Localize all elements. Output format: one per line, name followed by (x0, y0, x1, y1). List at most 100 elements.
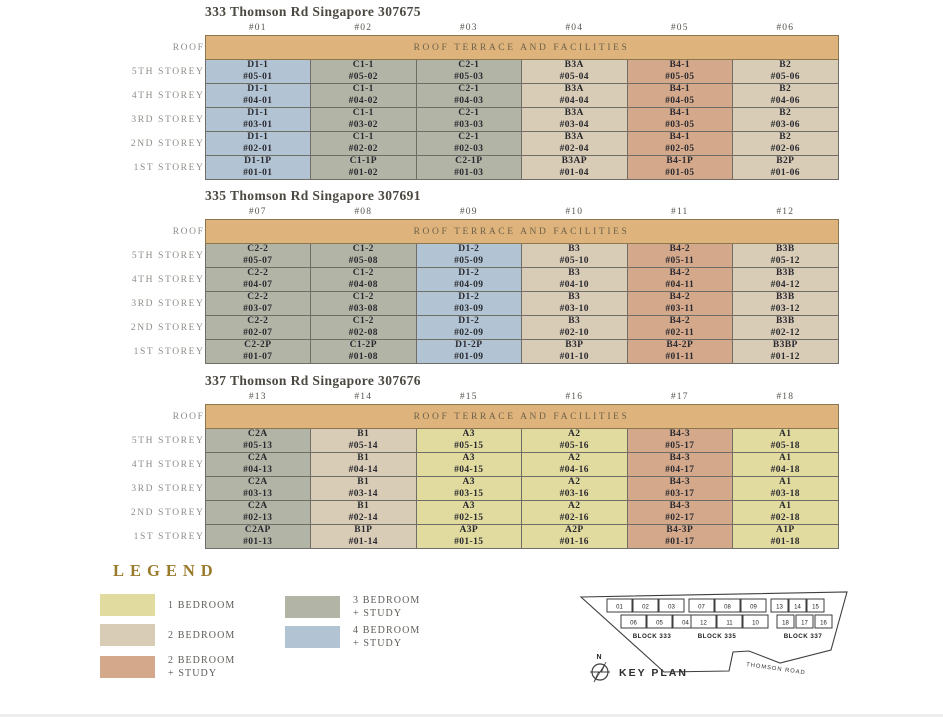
unit-cell: C2-1 #03-03 (415, 107, 522, 132)
unit-type: A2 (568, 453, 581, 464)
key-plan-drawing: 01 02 03 06 05 04 BLOCK 333 07 08 09 12 11 10 BLOCK 3… (579, 591, 848, 683)
unit-number: #05-10 (559, 255, 589, 266)
unit-cell: D1-1 #03-01 (204, 107, 311, 132)
keyplan-unit-box (740, 598, 767, 613)
unit-number: #05-13 (243, 440, 273, 451)
keyplan-unit-number: 15 (812, 605, 819, 611)
storey-row: 2ND STOREY D1-1 #02-01 C1-1 #02-02 C2-1 #02-03… (100, 131, 839, 156)
keyplan-block: 01 02 03 06 05 04 BLOCK 333 (606, 598, 699, 640)
unit-cell: C2-2 #02-07 (204, 315, 311, 340)
unit-number: #05-12 (770, 255, 800, 266)
unit-number: #03-16 (559, 488, 589, 499)
unit-number: #03-11 (665, 303, 695, 314)
unit-type: B1 (357, 429, 370, 440)
unit-type: B3B (775, 268, 795, 279)
stacking-table: #13 #14 #15 #16 #17 #18 ROOF ROOF TERRACE AND F… (100, 390, 839, 549)
storey-row: 2ND STOREY C2-2 #02-07 C1-2 #02-08 D1-2 #02-09… (100, 315, 839, 340)
unit-type: B4-3 (669, 429, 691, 440)
column-header: #06 (776, 23, 795, 33)
column-header: #07 (248, 207, 267, 217)
unit-number: #05-05 (665, 71, 695, 82)
unit-number: #05-01 (243, 71, 273, 82)
keyplan-unit-box (606, 598, 633, 613)
unit-number: #04-15 (454, 464, 484, 475)
roof-row: ROOF ROOF TERRACE AND FACILITIES (100, 35, 839, 60)
unit-number: #02-14 (348, 512, 378, 523)
unit-cell: D1-1 #05-01 (204, 59, 311, 84)
unit-number: #02-08 (348, 327, 378, 338)
unit-cell: A3 #02-15 (415, 500, 522, 525)
legend-swatch (100, 656, 155, 678)
keyplan-unit-number: 08 (724, 605, 731, 611)
unit-type: B3 (568, 316, 581, 327)
unit-type: D1-2 (458, 316, 480, 327)
unit-type: A1 (779, 429, 792, 440)
unit-cell: A1 #03-18 (732, 476, 839, 501)
legend-label: 3 BEDROOM + STUDY (353, 595, 421, 619)
unit-cell: B4-2 #02-11 (626, 315, 733, 340)
unit-cell: B3 #03-10 (521, 291, 628, 316)
storey-label: 1ST STOREY (133, 346, 205, 357)
unit-type: D1-2P (455, 340, 483, 351)
unit-cell: C1-1P #01-02 (310, 155, 417, 180)
column-header: #15 (459, 392, 478, 402)
column-header: #04 (565, 23, 584, 33)
unit-type: A1 (779, 453, 792, 464)
unit-cell: D1-2 #03-09 (415, 291, 522, 316)
north-compass-icon: N (590, 654, 610, 683)
unit-type: B2 (779, 108, 792, 119)
unit-number: #05-07 (243, 255, 273, 266)
unit-cell: C2-2 #03-07 (204, 291, 311, 316)
unit-number: #04-09 (454, 279, 484, 290)
unit-type: C2A (247, 429, 268, 440)
storey-row: 5TH STOREY C2A #05-13 B1 #05-14 A3 #05-15 A2 #05… (100, 428, 839, 453)
site-boundary (579, 591, 848, 673)
unit-type: A3 (462, 453, 475, 464)
unit-cell: B3A #02-04 (521, 131, 628, 156)
unit-type: B1P (354, 525, 373, 536)
unit-type: C1-1 (352, 132, 374, 143)
unit-type: C1-2 (352, 268, 374, 279)
unit-number: #04-05 (665, 95, 695, 106)
unit-type: B3B (775, 244, 795, 255)
unit-type: D1-2 (458, 292, 480, 303)
unit-number: #03-15 (454, 488, 484, 499)
unit-number: #03-01 (243, 119, 273, 130)
unit-cell: C1-2 #04-08 (310, 267, 417, 292)
unit-cell: C2A #05-13 (204, 428, 311, 453)
unit-cell: C2AP #01-13 (204, 524, 311, 549)
unit-number: #01-18 (770, 536, 800, 547)
column-header: #14 (354, 392, 373, 402)
legend-swatch (100, 594, 155, 616)
keyplan-unit-box (806, 598, 825, 613)
unit-number: #02-11 (665, 327, 695, 338)
keyplan-title: KEY PLAN (619, 667, 688, 679)
unit-type: B4-3 (669, 453, 691, 464)
unit-type: C2-2 (247, 268, 269, 279)
keyplan-unit-number: 11 (726, 621, 733, 627)
storey-row: 2ND STOREY C2A #02-13 B1 #02-14 A3 #02-15 A2 #02… (100, 500, 839, 525)
unit-type: B4-1 (669, 84, 691, 95)
unit-cell: A2 #02-16 (521, 500, 628, 525)
keyplan-unit-box (658, 598, 685, 613)
unit-cell: B3B #02-12 (732, 315, 839, 340)
unit-cell: C1-1 #02-02 (310, 131, 417, 156)
unit-cell: B4-3 #02-17 (626, 500, 733, 525)
legend: LEGEND 1 BEDROOM 2 BEDROOM 2 BEDROOM + STU… (100, 561, 580, 701)
unit-number: #01-09 (454, 351, 484, 362)
unit-number: #05-16 (559, 440, 589, 451)
column-header-row: #07 #08 #09 #10 #11 #12 (100, 205, 838, 220)
block-title: 333 Thomson Rd Singapore 307675 (205, 4, 421, 19)
unit-cell: D1-1 #04-01 (204, 83, 311, 108)
unit-cell: B3A #05-04 (521, 59, 628, 84)
unit-type: A2 (568, 429, 581, 440)
unit-type: A3 (462, 429, 475, 440)
unit-number: #04-02 (348, 95, 378, 106)
road-label: THOMSON ROAD (746, 662, 806, 676)
block-title: 335 Thomson Rd Singapore 307691 (205, 188, 421, 203)
unit-number: #05-06 (770, 71, 800, 82)
unit-type: B4-2P (666, 340, 694, 351)
unit-cell: B4-2P #01-11 (626, 339, 733, 364)
unit-number: #01-12 (770, 351, 800, 362)
keyplan-unit-number: 10 (752, 621, 759, 627)
